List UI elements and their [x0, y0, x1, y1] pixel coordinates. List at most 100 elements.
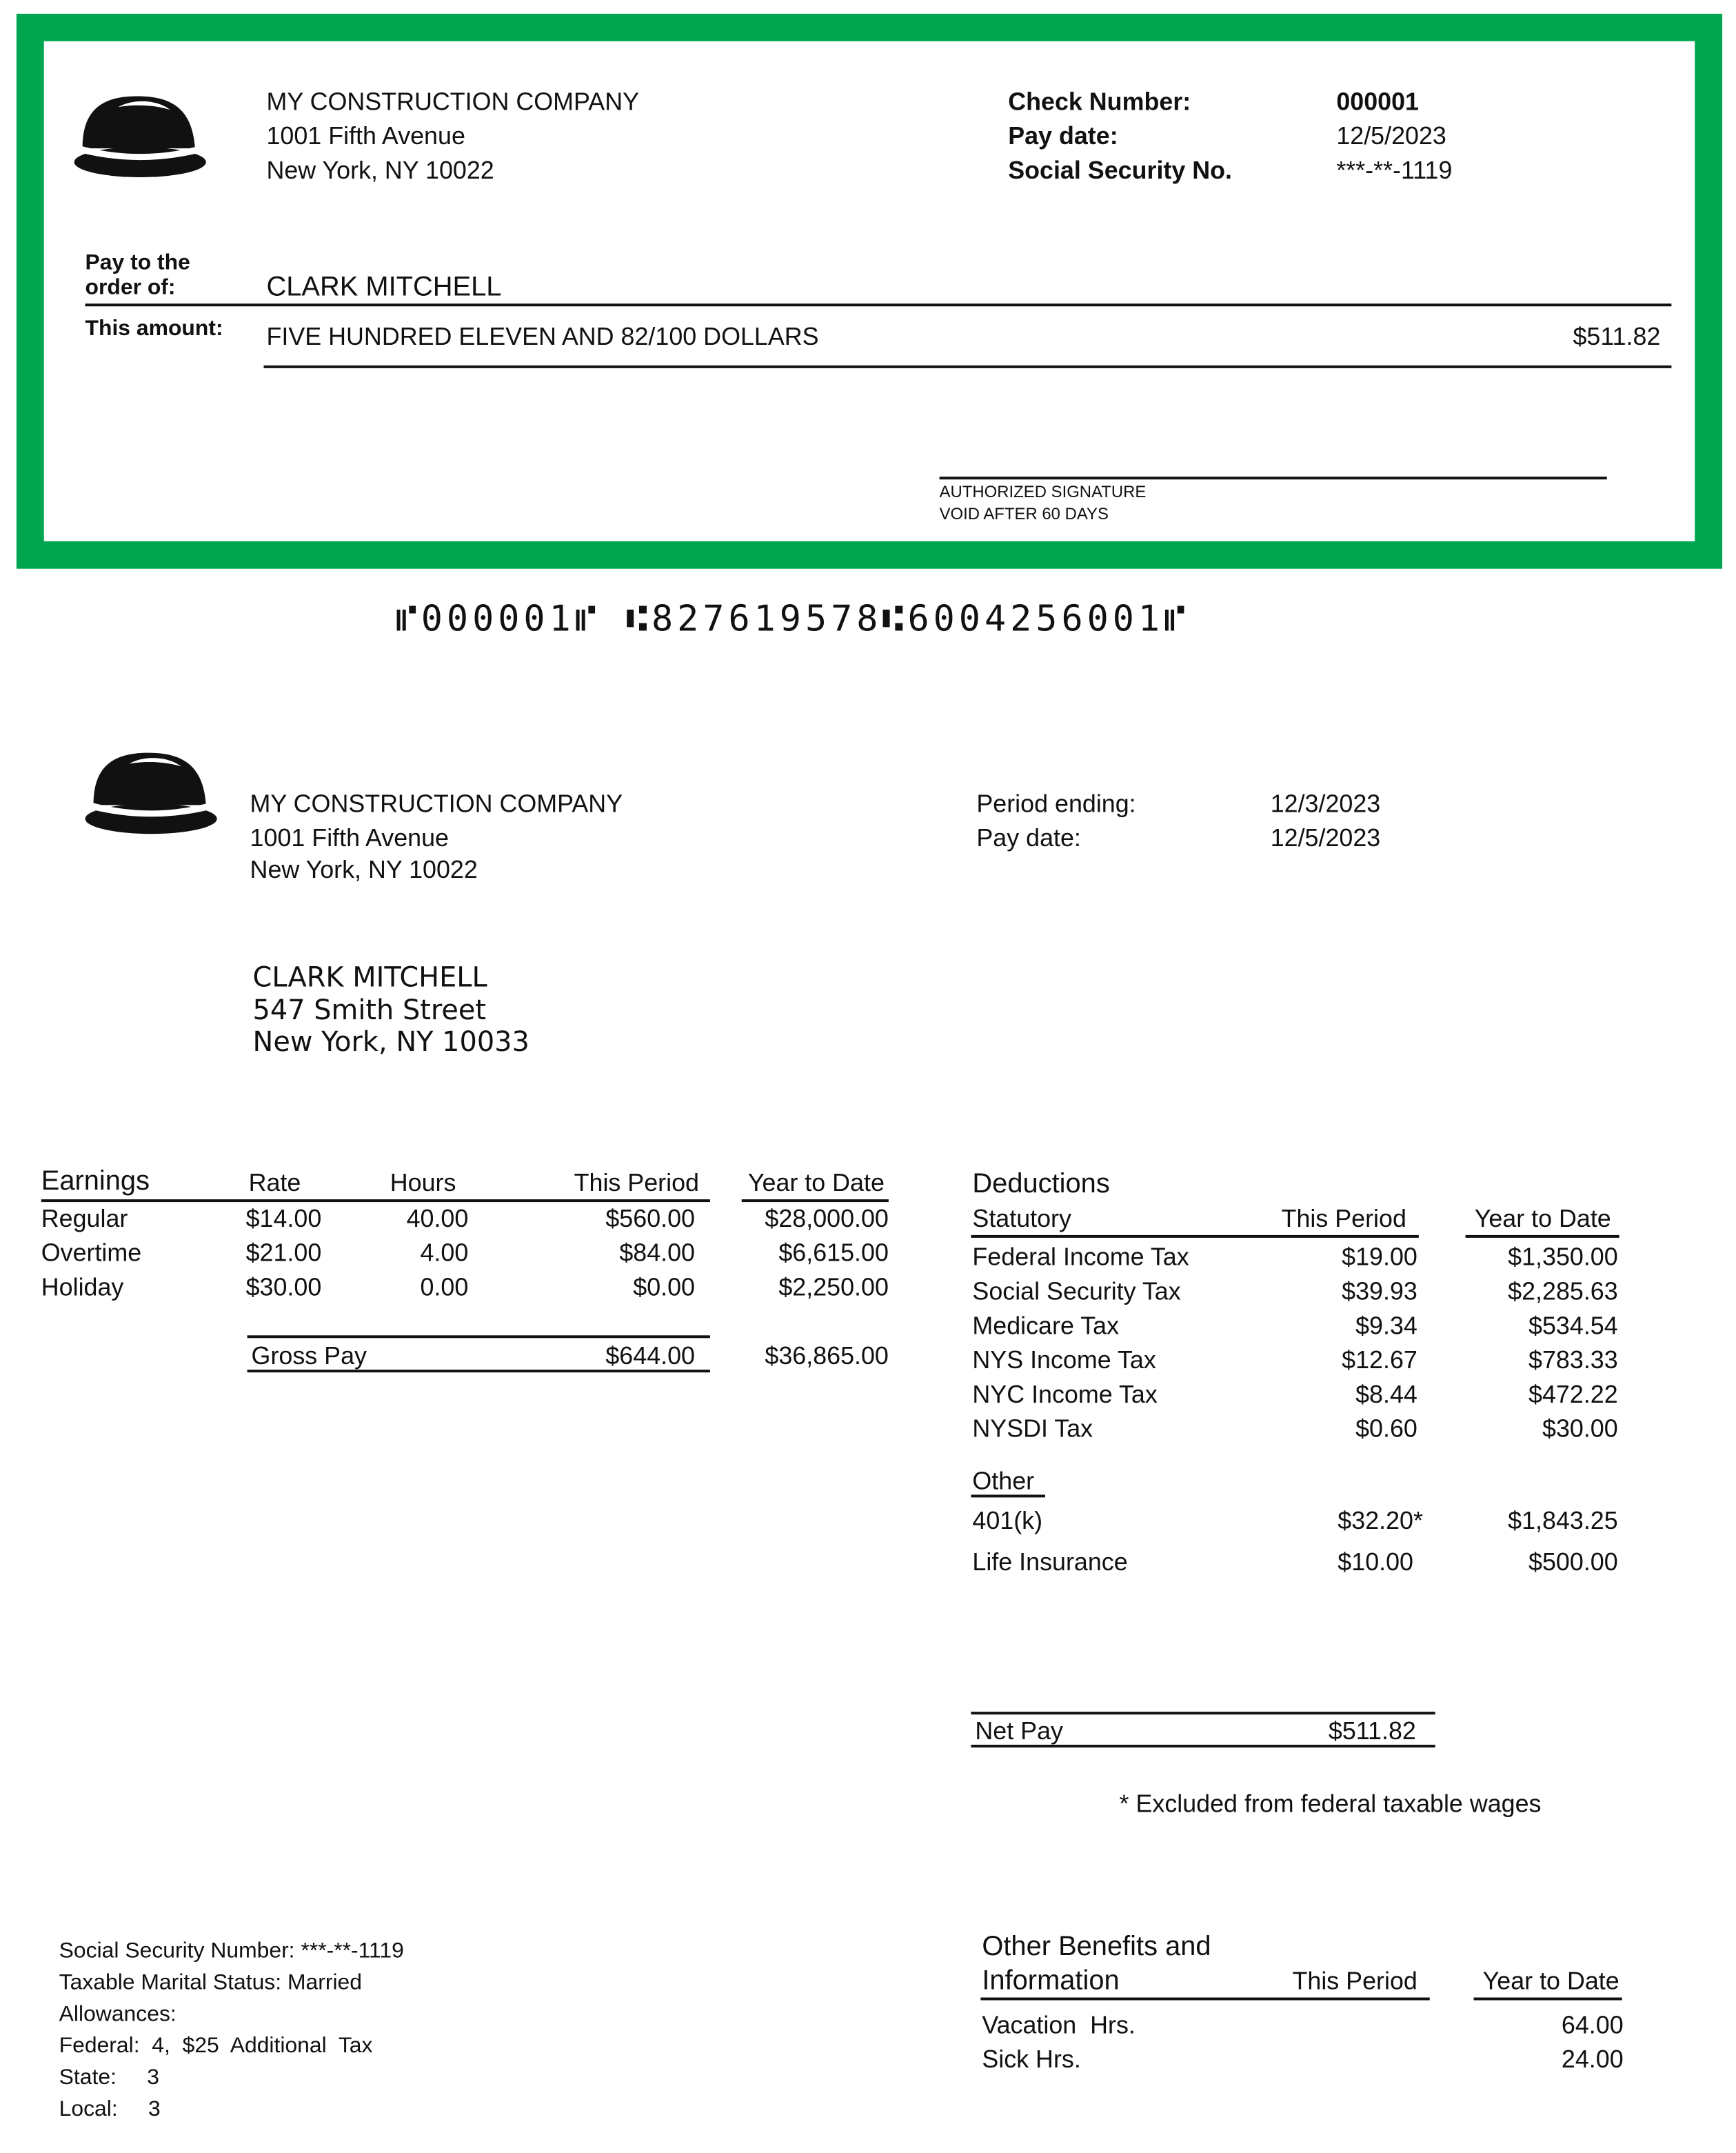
deduction-ytd: $1,350.00: [1508, 1243, 1618, 1271]
deduction-name: NYSDI Tax: [972, 1414, 1093, 1443]
earning-name: Regular: [41, 1205, 128, 1232]
benefits-period-header: This Period: [1292, 1967, 1417, 1995]
earning-name: Holiday: [41, 1273, 124, 1301]
rate-header: Rate: [248, 1169, 301, 1197]
federal-allowance: Federal: 4, $25 Additional Tax: [59, 2034, 373, 2059]
net-pay-amount: $511.82: [1328, 1717, 1416, 1745]
gross-pay-ytd: $36,865.00: [765, 1342, 889, 1370]
net-pay-label: Net Pay: [975, 1717, 1063, 1745]
deduction-period: $12.67: [1342, 1346, 1417, 1374]
micr-line: ⑈000001⑈ ⑆827619578⑆6004256001⑈: [395, 599, 1190, 641]
benefit-name: Vacation Hrs.: [982, 2011, 1136, 2039]
earning-period: $560.00: [605, 1205, 696, 1232]
void-label: VOID AFTER 60 DAYS: [939, 504, 1109, 523]
benefit-name: Sick Hrs.: [982, 2045, 1081, 2074]
check-number: 000001: [1336, 88, 1419, 116]
deduction-ytd: $783.33: [1528, 1346, 1618, 1374]
employee-city: New York, NY 10033: [252, 1025, 529, 1058]
pay-to-label: Pay to the: [85, 251, 190, 275]
earning-rate: $14.00: [245, 1205, 322, 1232]
period-ending-label: Period ending:: [976, 790, 1136, 818]
pay-date: 12/5/2023: [1336, 122, 1446, 150]
other-label: Other: [972, 1467, 1035, 1495]
amount-label: This amount:: [85, 317, 223, 341]
company-address1: 1001 Fifth Avenue: [266, 122, 465, 150]
ssn-label: Social Security No.: [1008, 157, 1233, 184]
employee-name: CLARK MITCHELL: [252, 960, 487, 994]
pay-date-label: Pay date:: [1008, 122, 1118, 150]
footnote: * Excluded from federal taxable wages: [1119, 1790, 1542, 1818]
deduction-ytd: $30.00: [1542, 1414, 1618, 1443]
deduction-period: $8.44: [1355, 1381, 1417, 1408]
state-allowance: State: 3: [59, 2066, 159, 2090]
gross-pay-period: $644.00: [605, 1342, 696, 1370]
deduction-period: $39.93: [1342, 1277, 1417, 1305]
deduction-name: Medicare Tax: [972, 1312, 1120, 1340]
local-allowance: Local: 3: [59, 2097, 161, 2121]
benefits-ytd-header: Year to Date: [1482, 1967, 1619, 1995]
benefits-title-1: Other Benefits and: [982, 1931, 1211, 1962]
stub-company-address2: New York, NY 10022: [250, 856, 478, 883]
earning-name: Overtime: [41, 1239, 142, 1267]
other-deduction-name: 401(k): [972, 1507, 1043, 1535]
this-period-header: This Period: [574, 1169, 699, 1197]
earning-hours: 0.00: [420, 1273, 469, 1301]
signature-label: AUTHORIZED SIGNATURE: [939, 482, 1147, 502]
benefit-ytd: 24.00: [1561, 2045, 1624, 2074]
ded-ytd-header: Year to Date: [1474, 1205, 1611, 1232]
ded-period-header: This Period: [1281, 1205, 1406, 1232]
deduction-period: $9.34: [1355, 1312, 1417, 1340]
company-name: MY CONSTRUCTION COMPANY: [266, 88, 640, 116]
other-deduction-period: $32.20*: [1338, 1507, 1423, 1535]
earnings-header: Earnings: [41, 1166, 150, 1197]
other-deduction-ytd: $500.00: [1528, 1548, 1618, 1576]
gross-pay-label: Gross Pay: [251, 1342, 367, 1370]
earning-hours: 40.00: [406, 1205, 469, 1232]
stub-pay-date: 12/5/2023: [1270, 824, 1381, 852]
earning-ytd: $28,000.00: [765, 1205, 889, 1232]
check: [16, 13, 1723, 569]
payee: CLARK MITCHELL: [266, 272, 502, 303]
deductions-title: Deductions: [972, 1169, 1110, 1200]
ytd-header: Year to Date: [747, 1169, 885, 1197]
deduction-ytd: $534.54: [1528, 1312, 1618, 1340]
earning-ytd: $2,250.00: [778, 1273, 889, 1301]
benefit-ytd: 64.00: [1561, 2011, 1624, 2039]
statutory-label: Statutory: [972, 1205, 1071, 1232]
hours-header: Hours: [390, 1169, 456, 1197]
earning-period: $84.00: [619, 1239, 696, 1267]
company-address2: New York, NY 10022: [266, 157, 494, 184]
deduction-name: NYS Income Tax: [972, 1346, 1156, 1374]
ssn-info: Social Security Number: ***-**-1119: [59, 1939, 404, 1963]
other-deduction-ytd: $1,843.25: [1508, 1507, 1618, 1535]
order-of-label: order of:: [85, 276, 176, 300]
amount-words: FIVE HUNDRED ELEVEN AND 82/100 DOLLARS: [266, 323, 819, 350]
deduction-name: Federal Income Tax: [972, 1243, 1189, 1271]
deduction-period: $19.00: [1342, 1243, 1417, 1271]
deduction-period: $0.60: [1355, 1414, 1417, 1443]
marital-status: Taxable Marital Status: Married: [59, 1971, 362, 1995]
hard-hat-icon: [85, 752, 217, 834]
deduction-name: NYC Income Tax: [972, 1381, 1158, 1408]
deduction-ytd: $2,285.63: [1508, 1277, 1618, 1305]
amount: $511.82: [1573, 323, 1661, 350]
earning-rate: $21.00: [245, 1239, 322, 1267]
stub-company-name: MY CONSTRUCTION COMPANY: [250, 790, 623, 818]
deduction-ytd: $472.22: [1528, 1381, 1618, 1408]
earning-rate: $30.00: [245, 1273, 322, 1301]
deduction-name: Social Security Tax: [972, 1277, 1181, 1305]
earning-ytd: $6,615.00: [778, 1239, 889, 1267]
other-deduction-name: Life Insurance: [972, 1548, 1128, 1576]
stub-company-address1: 1001 Fifth Avenue: [250, 824, 450, 852]
employee-street: 547 Smith Street: [252, 992, 487, 1026]
period-ending: 12/3/2023: [1270, 790, 1381, 818]
allowances-label: Allowances:: [59, 2003, 176, 2027]
earning-hours: 4.00: [420, 1239, 469, 1267]
hard-hat-icon: [74, 96, 206, 177]
employee-tax-info: Social Security Number: ***-**-1119 Taxa…: [59, 1936, 404, 2125]
stub-pay-date-label: Pay date:: [976, 824, 1081, 852]
check-number-label: Check Number:: [1008, 88, 1191, 116]
ssn: ***-**-1119: [1336, 157, 1453, 184]
earning-period: $0.00: [633, 1273, 696, 1301]
benefits-title-2: Information: [982, 1965, 1120, 1996]
